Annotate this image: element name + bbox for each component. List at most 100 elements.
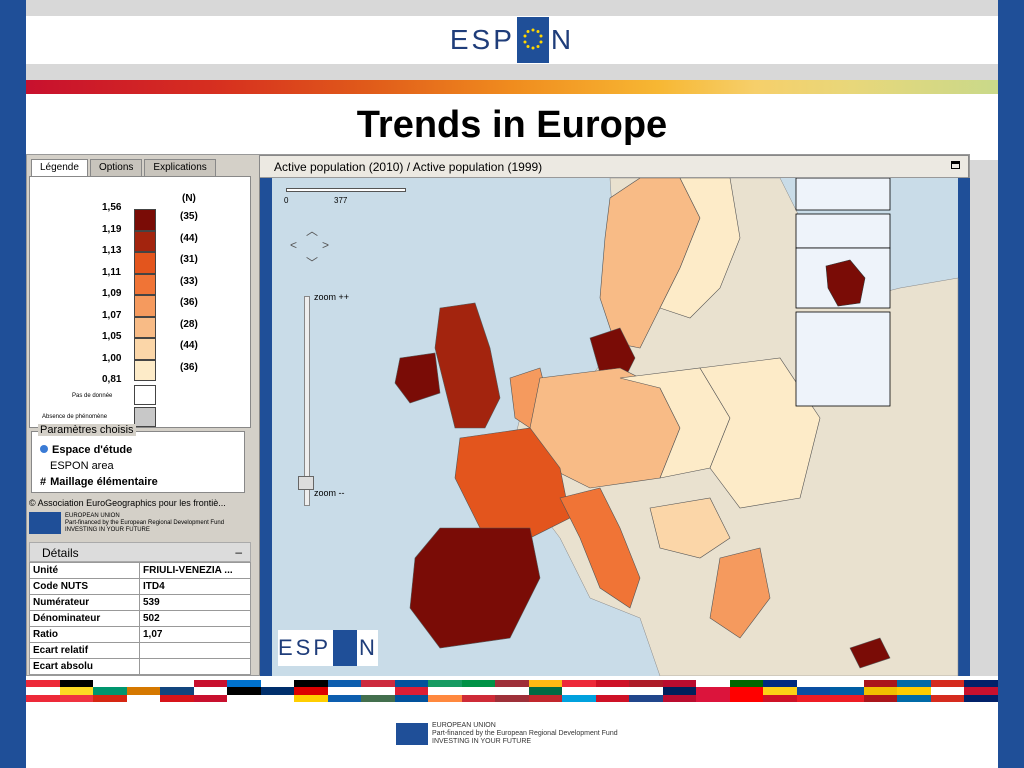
minimize-icon[interactable]: – (235, 545, 242, 559)
details-value: FRIULI-VENEZIA ... (139, 562, 251, 579)
country-flag-icon (428, 680, 462, 702)
grid-label: Maillage élémentaire (50, 476, 158, 488)
legend-swatch (134, 316, 156, 338)
legend-count: (36) (180, 361, 198, 373)
country-flag-icon (796, 680, 831, 702)
country-flag-icon (93, 680, 127, 702)
details-row: Ecart relatif (29, 642, 251, 659)
details-value (139, 658, 251, 675)
tab-legende[interactable]: Légende (31, 159, 88, 177)
footer-eu-note: EUROPEAN UNION Part-financed by the Euro… (396, 722, 618, 746)
legend-count: (28) (180, 318, 198, 330)
legend-count-header: (N) (182, 193, 196, 204)
right-grey-panel (970, 160, 998, 676)
country-flag-icon (327, 680, 362, 702)
maximize-icon[interactable] (951, 161, 960, 169)
legend-swatch (134, 230, 156, 252)
country-flag-icon (227, 680, 261, 702)
europe-choropleth-map[interactable] (260, 178, 970, 676)
country-flag-icon (863, 680, 898, 702)
scale-start: 0 (284, 196, 289, 205)
country-flag-icon (830, 680, 864, 702)
country-flag-icon (964, 680, 998, 702)
pan-up-icon[interactable]: ︿ (306, 224, 319, 238)
legend-value: 1,13 (102, 245, 122, 256)
copyright-credits: © Association EuroGeographics pour les f… (29, 498, 226, 508)
eu-funding-note: EUROPEAN UNION Part-financed by the Euro… (29, 510, 253, 536)
selected-params-box: Paramètres choisis Espace d'étude ESPON … (31, 424, 245, 493)
radio-selected-icon (40, 445, 48, 453)
legend-count: (31) (180, 254, 198, 265)
params-title: Paramètres choisis (38, 424, 136, 436)
details-table: Unité FRIULI-VENEZIA ... Code NUTS ITD4 Numé… (29, 562, 251, 675)
legend-count: (44) (180, 340, 198, 351)
legend-count: (44) (180, 232, 198, 244)
country-flag-icon (595, 680, 630, 702)
country-flag-icon (662, 680, 697, 702)
tab-explications[interactable]: Explications (144, 159, 216, 177)
panel-tabs: Légende Options Explications (31, 159, 218, 177)
details-value: 502 (139, 610, 251, 627)
pan-right-icon[interactable]: > (322, 238, 330, 252)
grid-option[interactable]: # Maillage élémentaire (40, 476, 158, 488)
eu-flag-icon (29, 512, 61, 534)
details-value (139, 642, 251, 659)
zoom-slider-handle[interactable] (298, 476, 314, 490)
details-key: Code NUTS (29, 578, 140, 595)
details-value: 539 (139, 594, 251, 611)
map-logo-right: N (359, 635, 378, 660)
footer-line2: Part-financed by the European Regional D… (432, 730, 618, 737)
country-flag-icon (930, 680, 965, 702)
legend-count: (33) (180, 275, 198, 287)
country-flag-icon (361, 680, 395, 702)
grid-icon: # (40, 476, 47, 488)
zoom-out-label[interactable]: zoom -- (314, 488, 345, 498)
study-space-label: Espace d'étude (52, 444, 133, 456)
legend-swatch (134, 295, 156, 317)
left-panel: Légende Options Explications (N) Pas de … (27, 155, 253, 675)
left-blue-border (0, 0, 26, 768)
legend-value: 1,07 (102, 309, 122, 321)
application-window: Légende Options Explications (N) Pas de … (26, 154, 970, 676)
pan-down-icon[interactable]: ﹀ (306, 256, 319, 270)
country-flag-icon (260, 680, 295, 702)
legend-absence-label: Absence de phénomène (42, 414, 108, 420)
country-flag-icon (696, 680, 730, 702)
legend-absence-swatch (134, 407, 156, 427)
zoom-in-label[interactable]: zoom ++ (314, 292, 350, 302)
logo-text-left: ESP (449, 24, 515, 55)
country-flag-icon (562, 680, 596, 702)
legend-swatch (134, 338, 156, 360)
map-espon-logo: ESP N (278, 630, 378, 666)
country-flag-icon (629, 680, 663, 702)
eu-stars-icon (516, 17, 549, 63)
legend-value: 1,19 (102, 223, 122, 235)
logo-text-right: N (550, 24, 575, 55)
legend-swatch (134, 273, 156, 295)
zoom-slider[interactable] (304, 296, 310, 506)
tab-options[interactable]: Options (89, 159, 143, 177)
legend-value: 1,11 (102, 266, 121, 278)
details-title: Détails (42, 546, 79, 560)
details-key: Numérateur (29, 594, 140, 611)
details-key: Dénominateur (29, 610, 140, 627)
espon-logo: ESP N (450, 17, 574, 63)
country-flag-icon (59, 680, 94, 702)
eu-note-line1: EUROPEAN UNION (65, 512, 120, 519)
details-header[interactable]: Détails – (29, 542, 251, 562)
details-row: Dénominateur 502 (29, 610, 251, 627)
study-space-option[interactable]: Espace d'étude (40, 444, 132, 456)
pan-left-icon[interactable]: < (290, 238, 298, 252)
legend-swatch (134, 252, 156, 274)
legend-value: 0,81 (102, 374, 122, 385)
map-canvas[interactable]: 0 377 ︿ < > ﹀ zoom ++ zoom -- ESP N (260, 178, 970, 676)
legend-count: (36) (180, 297, 198, 308)
details-key: Ratio (29, 626, 140, 643)
country-flag-icon (763, 680, 797, 702)
details-row: Code NUTS ITD4 (29, 578, 251, 595)
legend-value: 1,00 (102, 352, 122, 364)
map-logo-eu-icon (333, 630, 358, 666)
details-value: 1,07 (139, 626, 251, 643)
header: ESP N (26, 16, 998, 64)
eu-note-line3: INVESTING IN YOUR FUTURE (65, 526, 150, 533)
